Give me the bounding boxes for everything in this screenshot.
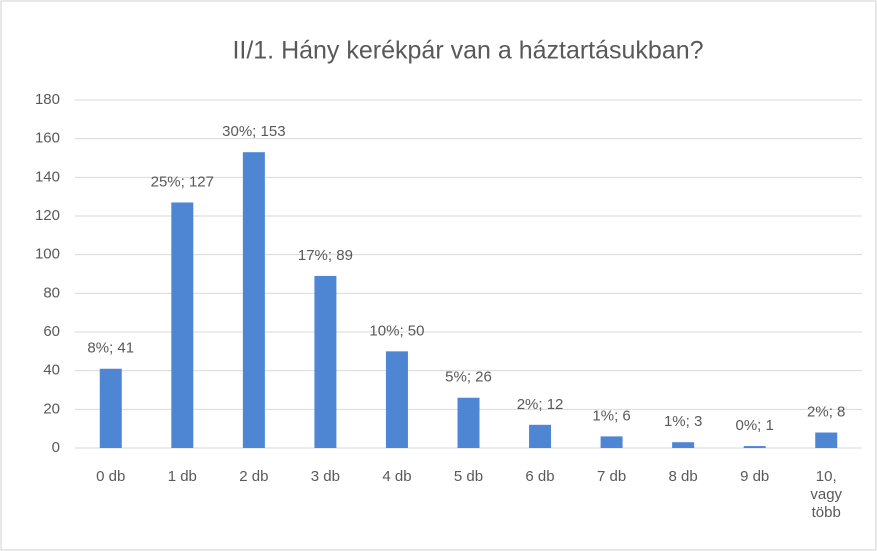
data-label: 0%; 1	[736, 417, 774, 434]
bar	[529, 424, 552, 448]
bar	[600, 436, 623, 448]
x-tick-label: 1 db	[167, 468, 197, 485]
y-tick-label: 160	[35, 130, 60, 147]
data-label: 1%; 3	[664, 413, 702, 430]
data-label: 17%; 89	[298, 247, 353, 264]
data-label: 30%; 153	[222, 123, 285, 140]
x-tick-label: 8 db	[668, 468, 698, 485]
x-tick-label: 7 db	[596, 468, 627, 485]
y-tick-label: 140	[35, 168, 60, 185]
y-tick-label: 120	[35, 207, 60, 224]
y-tick-label: 80	[43, 284, 60, 301]
data-label: 5%; 26	[445, 369, 492, 386]
x-tick-label: 2 db	[239, 468, 269, 485]
chart-title: II/1. Hány kerékpár van a háztartásukban…	[232, 37, 703, 65]
data-label: 2%; 8	[807, 404, 845, 421]
y-tick-label: 100	[35, 246, 60, 263]
bar	[457, 397, 480, 448]
x-tick-label: 10, vagy több	[810, 468, 843, 521]
y-tick-label: 40	[43, 362, 60, 379]
bar	[99, 368, 122, 448]
bar	[385, 351, 408, 448]
y-tick-label: 180	[35, 91, 60, 108]
bar	[242, 152, 265, 448]
x-tick-label: 4 db	[382, 468, 412, 485]
x-tick-label: 5 db	[453, 468, 484, 485]
x-tick-label: 0 db	[96, 468, 126, 485]
x-tick-label: 9 db	[740, 468, 770, 485]
y-tick-label: 0	[52, 439, 60, 456]
bar	[815, 432, 838, 448]
data-label: 2%; 12	[517, 396, 564, 413]
y-tick-label: 60	[43, 323, 60, 340]
x-tick-label: 6 db	[525, 468, 555, 485]
y-tick-label: 20	[43, 400, 60, 417]
data-label: 1%; 6	[592, 407, 630, 424]
data-label: 10%; 50	[369, 322, 424, 339]
data-label: 25%; 127	[151, 173, 214, 190]
bar	[314, 275, 337, 448]
data-label: 8%; 41	[87, 340, 134, 357]
bar	[743, 446, 766, 448]
bar	[171, 202, 194, 448]
x-tick-label: 3 db	[310, 468, 340, 485]
bar	[672, 442, 695, 448]
